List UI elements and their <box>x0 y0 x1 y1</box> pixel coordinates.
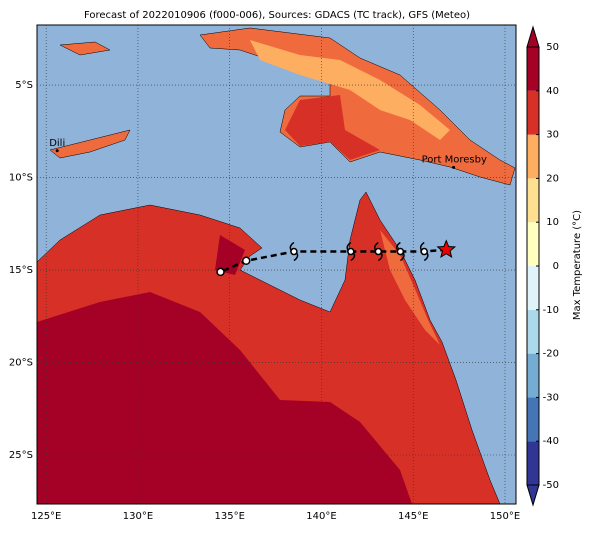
y-tick-label: 20°S <box>9 358 33 369</box>
colorbar-extend-bottom <box>526 484 540 507</box>
colorbar-segment <box>527 309 539 354</box>
islands-west <box>59 41 111 56</box>
colorbar-segment <box>527 441 539 485</box>
colorbar-tick-label: -10 <box>543 305 559 316</box>
timor <box>49 129 131 159</box>
city-label: Dili <box>49 138 65 149</box>
colorbar-tick-label: 20 <box>546 173 559 184</box>
track-line <box>220 248 447 274</box>
current-position <box>436 239 457 259</box>
cyclone-eye <box>420 247 428 256</box>
x-tick-label: 125°E <box>31 511 61 522</box>
colorbar-segment <box>527 178 539 223</box>
colorbar-tick-label: -30 <box>543 392 559 403</box>
cyclone-eye <box>290 247 298 256</box>
x-tick-label: 130°E <box>123 511 153 522</box>
colorbar-tick-label: 40 <box>546 86 559 97</box>
colorbar-segment <box>527 47 539 91</box>
city-marker <box>452 165 456 169</box>
x-tick-label: 135°E <box>214 511 244 522</box>
y-tick-label: 15°S <box>9 265 33 276</box>
interior-hot <box>37 292 412 504</box>
colorbar-tick-label: -20 <box>543 349 559 360</box>
title: Forecast of 2022010906 (f000-006), Sourc… <box>84 10 470 21</box>
cyclone-eye <box>347 247 355 256</box>
colorbar-tick-label: -50 <box>543 480 559 491</box>
city-label: Port Moresby <box>422 154 487 165</box>
colorbar-segment <box>527 90 539 135</box>
colorbar-label: Max Temperature (°C) <box>572 210 583 320</box>
new-guinea-highland <box>250 40 450 140</box>
y-tick-label: 25°S <box>9 450 33 461</box>
colorbar-segment <box>527 222 539 266</box>
cyclone-eye <box>396 247 405 256</box>
colorbar-tick-label: 0 <box>553 261 559 272</box>
new-guinea-warm <box>285 95 380 160</box>
y-tick-label: 10°S <box>9 173 33 184</box>
colorbar-segment <box>527 266 539 310</box>
colorbar-extend-top <box>526 25 540 48</box>
x-tick-label: 150°E <box>490 511 520 522</box>
colorbar-tick-label: -40 <box>543 436 559 447</box>
colorbar-segment <box>527 397 539 442</box>
colorbar-segment <box>527 353 539 398</box>
cape-york-mild <box>380 230 440 345</box>
map-area <box>36 24 517 505</box>
city-marker <box>55 149 59 153</box>
colorbar-tick-label: 30 <box>546 130 559 141</box>
overlay: Dili Port Moresby <box>37 25 516 504</box>
cyclone-eye <box>374 247 383 256</box>
colorbar-segment <box>527 134 539 179</box>
colorbar-tick-label: 50 <box>546 42 559 53</box>
x-tick-label: 140°E <box>306 511 336 522</box>
colorbar-tick-label: 10 <box>546 217 559 228</box>
y-tick-label: 5°S <box>15 80 33 91</box>
map-frame <box>36 24 517 505</box>
track-point <box>216 267 225 277</box>
x-tick-label: 145°E <box>398 511 428 522</box>
track-point <box>241 256 251 266</box>
